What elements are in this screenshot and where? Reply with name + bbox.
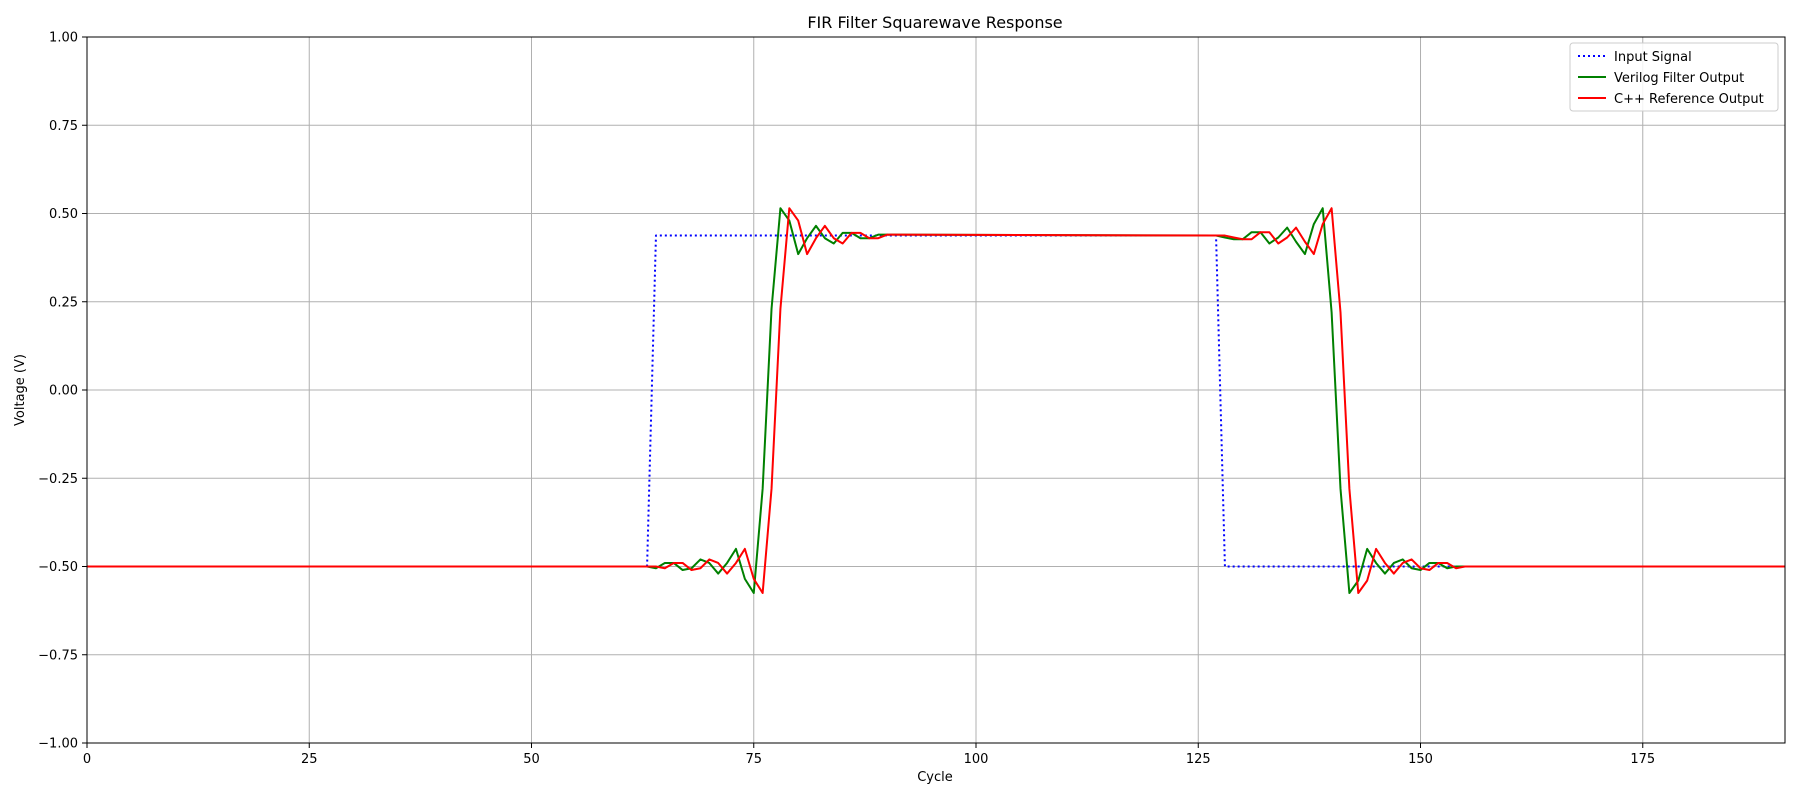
y-tick-label: 0.75 xyxy=(49,119,78,134)
y-tick-label: 1.00 xyxy=(49,31,78,46)
legend: Input Signal Verilog Filter Output C++ Ref… xyxy=(1569,42,1779,112)
y-tick-label: 0.25 xyxy=(49,295,78,310)
y-tick-label: −0.50 xyxy=(38,560,78,575)
y-tick-label: −0.75 xyxy=(38,648,78,663)
x-tick-label: 100 xyxy=(964,752,989,767)
x-axis-label: Cycle xyxy=(917,770,953,785)
x-tick-label: 125 xyxy=(1186,752,1211,767)
x-tick-label: 0 xyxy=(83,752,91,767)
axis-ticks: 0 25 50 75 100 125 150 175 −1.00 −0.75 −0.50 −0.25 0… xyxy=(38,31,1655,768)
y-tick-label: 0.50 xyxy=(49,207,78,222)
x-tick-label: 25 xyxy=(301,752,318,767)
series-line-c-reference-output xyxy=(87,207,1785,594)
plot-series xyxy=(87,207,1785,594)
x-tick-label: 150 xyxy=(1408,752,1433,767)
x-tick-label: 75 xyxy=(745,752,762,767)
y-axis-label: Voltage (V) xyxy=(13,354,28,426)
legend-entry-label: C++ Reference Output xyxy=(1614,92,1764,107)
legend-box xyxy=(1569,42,1779,112)
chart-title: FIR Filter Squarewave Response xyxy=(807,13,1062,32)
legend-entry-label: Verilog Filter Output xyxy=(1614,71,1744,86)
y-tick-label: 0.00 xyxy=(49,384,78,399)
y-tick-label: −0.25 xyxy=(38,472,78,487)
y-tick-label: −1.00 xyxy=(38,737,78,752)
x-tick-label: 50 xyxy=(523,752,540,767)
legend-entry-label: Input Signal xyxy=(1614,50,1692,65)
x-tick-label: 175 xyxy=(1630,752,1655,767)
